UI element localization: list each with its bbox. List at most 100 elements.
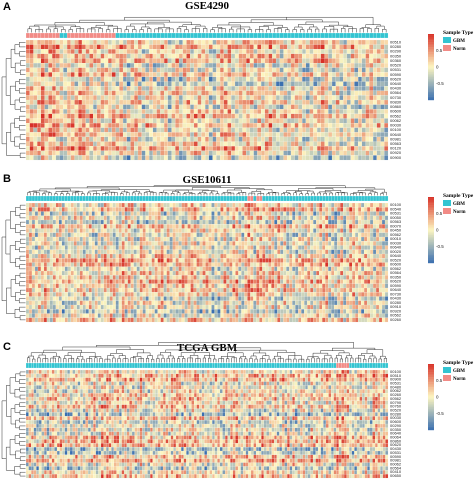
heatmap-cell: [103, 211, 107, 216]
heatmap-cell: [40, 241, 45, 246]
heatmap-cell: [238, 95, 243, 101]
heatmap-cell: [29, 58, 34, 64]
heatmap-cell: [33, 58, 38, 64]
heatmap-cell: [37, 215, 42, 221]
heatmap-cell: [151, 207, 155, 212]
heatmap-cell: [298, 270, 302, 276]
heatmap-cell: [247, 211, 251, 216]
heatmap-cell: [193, 236, 197, 242]
dendrogram-branch: [217, 28, 226, 33]
heatmap-cell: [149, 72, 154, 78]
heatmap-cell: [309, 155, 314, 161]
heatmap-cell: [74, 39, 79, 45]
heatmap-cell: [361, 72, 366, 78]
heatmap-cell: [34, 228, 39, 233]
heatmap-cell: [238, 123, 243, 128]
heatmap-cell: [149, 127, 154, 133]
heatmap-cell: [365, 81, 370, 87]
heatmap-cell: [167, 127, 172, 133]
heatmap-cell: [212, 150, 217, 156]
heatmap-cell: [202, 202, 206, 208]
heatmap-cell: [136, 270, 140, 276]
heatmap-cell: [365, 67, 370, 73]
heatmap-cell: [193, 132, 198, 138]
heatmap-cell: [74, 155, 79, 161]
heatmap-cell: [223, 266, 227, 272]
heatmap-cell: [268, 127, 273, 133]
heatmap-cell: [289, 245, 293, 250]
heatmap-cell: [100, 232, 104, 238]
heatmap-cell: [307, 211, 311, 216]
annotation-cell: [64, 195, 69, 202]
heatmap-cell: [350, 99, 355, 105]
heatmap-cell: [145, 127, 150, 133]
heatmap-cell: [40, 275, 45, 280]
heatmap-cell: [58, 241, 63, 246]
heatmap-cell: [46, 253, 51, 259]
heatmap-cell: [43, 219, 48, 225]
heatmap-cell: [171, 141, 176, 147]
dendrogram-branch: [20, 60, 26, 66]
heatmap-cell: [257, 141, 262, 147]
annotation-cell: [340, 195, 344, 202]
heatmap-cell: [369, 118, 374, 124]
heatmap-cell: [361, 86, 366, 91]
heatmap-cell: [160, 236, 164, 242]
heatmap-cell: [238, 215, 242, 221]
heatmap-cell: [199, 202, 203, 208]
heatmap-cell: [283, 109, 288, 114]
heatmap-cell: [186, 109, 191, 114]
heatmap-cell: [313, 72, 318, 78]
heatmap-cell: [290, 49, 295, 54]
heatmap-cell: [354, 141, 359, 147]
heatmap-cell: [253, 104, 258, 110]
heatmap-cell: [305, 58, 310, 64]
heatmap-cell: [331, 86, 336, 91]
annotation-cell: [250, 195, 254, 202]
heatmap-cell: [172, 245, 176, 250]
heatmap-cell: [223, 39, 228, 45]
heatmap-cell: [253, 72, 258, 78]
heatmap-cell: [375, 207, 380, 212]
heatmap-cell: [163, 232, 167, 238]
heatmap-cell: [335, 81, 340, 87]
heatmap-cell: [67, 266, 72, 272]
heatmap-cell: [301, 258, 305, 263]
heatmap-cell: [272, 136, 277, 142]
heatmap-cell: [384, 266, 389, 272]
heatmap-cell: [25, 211, 30, 216]
heatmap-cell: [227, 113, 232, 119]
heatmap-cell: [190, 109, 195, 114]
heatmap-cell: [343, 72, 348, 78]
heatmap-cell: [289, 253, 293, 259]
heatmap-cell: [331, 202, 335, 208]
heatmap-cell: [133, 245, 137, 250]
heatmap-cell: [197, 146, 202, 151]
heatmap-cell: [294, 86, 299, 91]
heatmap-cell: [205, 53, 209, 59]
heatmap-cell: [346, 76, 351, 82]
color-scale-step: [428, 75, 434, 78]
heatmap-cell: [316, 236, 320, 242]
heatmap-cell: [33, 39, 38, 45]
heatmap-cell: [360, 241, 365, 246]
heatmap-cell: [167, 132, 172, 138]
heatmap-cell: [264, 123, 269, 128]
heatmap-cell: [70, 127, 75, 133]
heatmap-cell: [96, 150, 101, 156]
heatmap-cell: [55, 150, 60, 156]
heatmap-cell: [106, 202, 110, 208]
heatmap-cell: [272, 127, 277, 133]
heatmap-cell: [97, 241, 101, 246]
heatmap-cell: [79, 249, 83, 255]
heatmap-cell: [52, 109, 56, 114]
heatmap-cell: [298, 118, 303, 124]
heatmap-cell: [358, 249, 362, 255]
heatmap-cell: [272, 104, 277, 110]
heatmap-cell: [331, 127, 336, 133]
heatmap-cell: [37, 76, 42, 82]
heatmap-cell: [190, 241, 194, 246]
heatmap-cell: [160, 81, 165, 87]
color-scale-step: [428, 45, 434, 48]
heatmap-cell: [369, 241, 374, 246]
